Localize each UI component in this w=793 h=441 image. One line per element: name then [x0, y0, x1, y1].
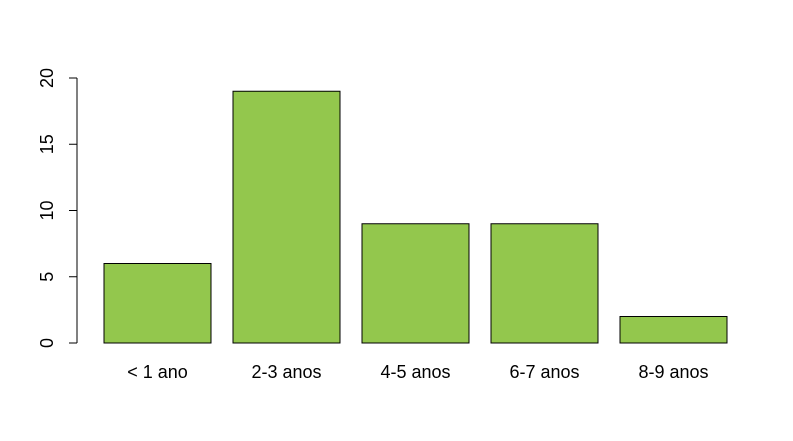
bars [103, 90, 728, 344]
y-tick-label: 15 [37, 134, 57, 154]
y-axis: 0 5 10 15 20 [37, 68, 78, 348]
x-tick-label: 4-5 anos [380, 362, 450, 382]
bar [361, 223, 470, 344]
x-tick-labels: < 1 ano 2-3 anos 4-5 anos 6-7 anos 8-9 anos [127, 362, 708, 382]
y-tick-label: 5 [37, 272, 57, 282]
y-tick-label: 20 [37, 68, 57, 88]
x-tick-label: 6-7 anos [509, 362, 579, 382]
bar [232, 90, 341, 344]
bar [619, 316, 728, 344]
x-tick-label: 2-3 anos [251, 362, 321, 382]
y-tick-label: 0 [37, 338, 57, 348]
x-tick-label: 8-9 anos [638, 362, 708, 382]
bar [490, 223, 599, 344]
bar [103, 263, 212, 344]
y-tick-label: 10 [37, 200, 57, 220]
x-tick-label: < 1 ano [127, 362, 188, 382]
